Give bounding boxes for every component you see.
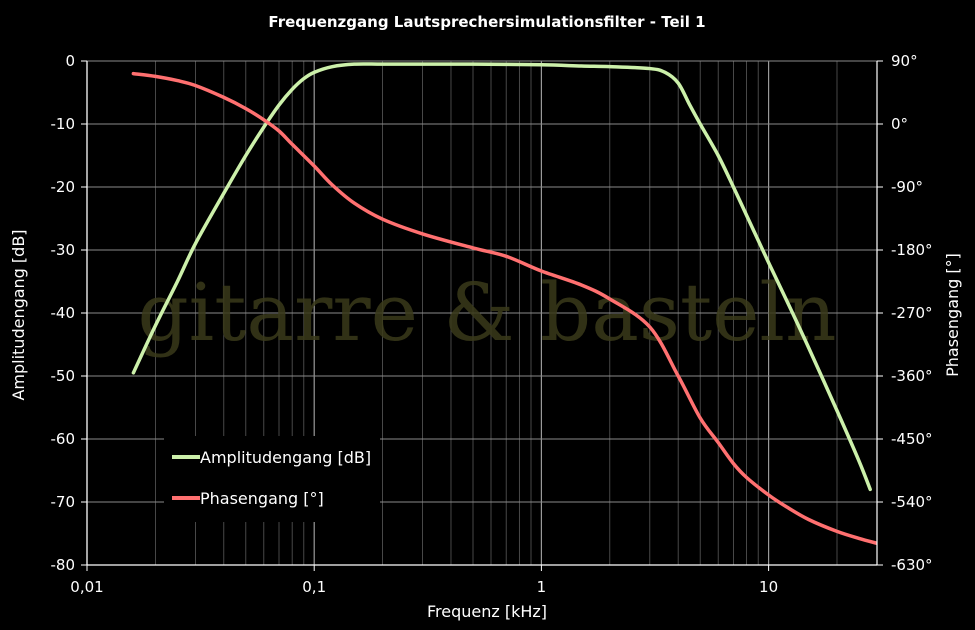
x-tick-label: 10 [759, 578, 778, 596]
chart-title: Frequenzgang Lautsprechersimulationsfilt… [268, 13, 705, 31]
y2-tick-label: -90° [891, 178, 923, 196]
y2-tick-label: -450° [891, 430, 933, 448]
y2-tick-label: 0° [891, 115, 908, 133]
y-axis-label: Amplitudengang [dB] [9, 229, 28, 400]
y-tick-label: -70 [51, 493, 76, 511]
watermark-text: gitarre & basteln [137, 266, 836, 359]
y-tick-label: -30 [51, 241, 76, 259]
tick-labels: 0 -10 -20 -30 -40 -50 -60 -70 -80 90° 0° -90° -180° -… [51, 52, 933, 596]
x-tick-label: 0,1 [302, 578, 326, 596]
y-tick-label: -40 [51, 304, 76, 322]
x-tick-label: 0,01 [70, 578, 103, 596]
y2-tick-label: 90° [891, 52, 918, 70]
series-line-phase [131, 71, 877, 546]
y2-tick-label: -270° [891, 304, 933, 322]
legend-box [164, 436, 380, 522]
legend-label-phase: Phasengang [°] [200, 489, 324, 508]
grid [86, 60, 878, 566]
y-tick-label: -50 [51, 367, 76, 385]
legend-label-amplitude: Amplitudengang [dB] [200, 448, 371, 467]
y-tick-label: -10 [51, 115, 76, 133]
y-tick-label: -20 [51, 178, 76, 196]
y-tick-label: -80 [51, 556, 76, 574]
y2-tick-label: -630° [891, 556, 933, 574]
legend: Amplitudengang [dB] Phasengang [°] [164, 436, 380, 522]
y2-tick-label: -180° [891, 241, 933, 259]
y2-tick-label: -360° [891, 367, 933, 385]
y2-axis-label: Phasengang [°] [943, 253, 962, 377]
series-line-amplitude [131, 62, 872, 492]
y2-tick-label: -540° [891, 493, 933, 511]
y-tick-label: -60 [51, 430, 76, 448]
y-tick-label: 0 [65, 52, 75, 70]
series-layer [131, 62, 877, 546]
x-tick-label: 1 [537, 578, 547, 596]
x-axis-label: Frequenz [kHz] [427, 602, 547, 621]
